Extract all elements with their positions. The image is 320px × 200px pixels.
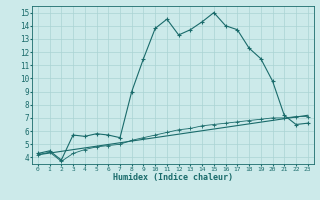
X-axis label: Humidex (Indice chaleur): Humidex (Indice chaleur) [113,173,233,182]
